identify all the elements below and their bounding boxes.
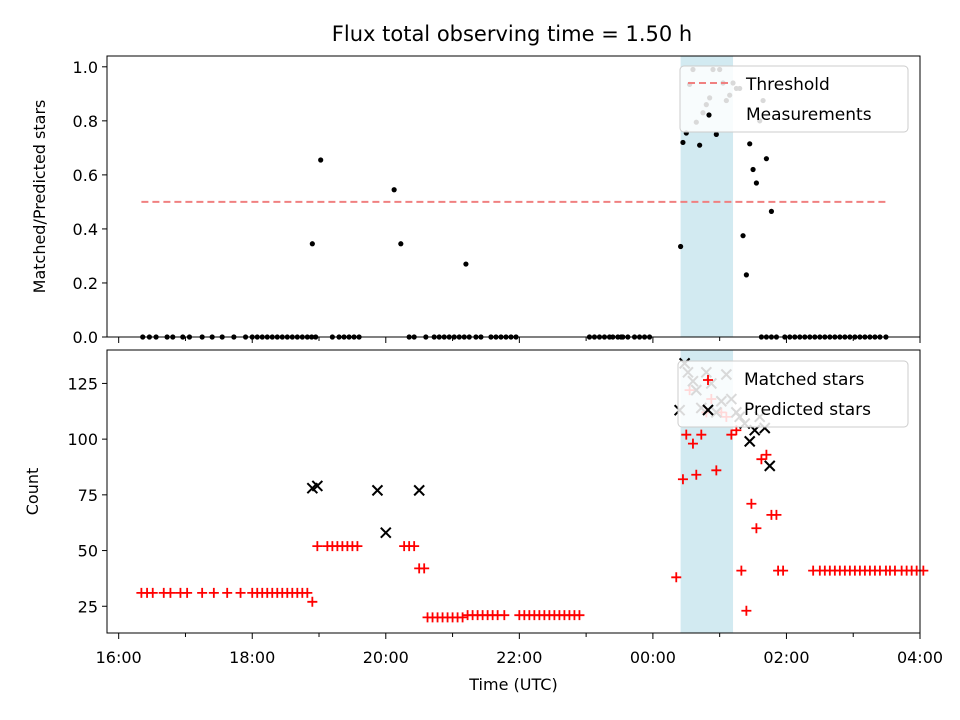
legend-box [679, 65, 909, 133]
matched-star-point [687, 438, 698, 449]
matched-star-point [736, 565, 747, 576]
y-tick-label: 0.4 [73, 220, 98, 239]
matched-star-point [147, 587, 158, 598]
axes-frame [106, 349, 921, 634]
matched-star-point [756, 454, 767, 465]
y-tick-label: 75 [78, 486, 98, 505]
data-point [743, 272, 749, 278]
y-tick-label: 100 [67, 430, 98, 449]
matched-star-point [307, 596, 318, 607]
matched-star-point [751, 523, 762, 534]
x-tick-label: 20:00 [363, 648, 409, 667]
matched-star-point [677, 474, 688, 485]
y-tick-label: 25 [78, 597, 98, 616]
matched-star-point [778, 565, 789, 576]
legend-threshold-label: Threshold [745, 75, 830, 95]
data-point [747, 141, 753, 147]
y-tick-label: 0.6 [73, 166, 98, 185]
axes-frame [106, 55, 921, 338]
predicted-star-point [413, 484, 425, 497]
predicted-star-point [311, 480, 324, 492]
x-tick-label: 00:00 [630, 648, 676, 667]
y-tick-label: 0.8 [73, 112, 98, 131]
chart-title: Flux total observing time = 1.50 h [332, 22, 692, 46]
matched-star-point [302, 587, 313, 598]
x-tick-label: 22:00 [496, 648, 542, 667]
matched-star-point [726, 429, 737, 440]
matched-star-point [499, 610, 510, 621]
x-tick-label: 02:00 [763, 648, 809, 667]
matched-star-point [312, 541, 323, 552]
data-point [768, 208, 775, 214]
data-point [398, 241, 404, 247]
top-panel: 0.0 0.2 0.4 0.6 0.8 1.0 Matched/Predicted star… [30, 55, 921, 347]
legend-matched-label: Matched stars [744, 370, 864, 390]
matched-star-point [574, 610, 585, 621]
y-tick-label: 1.0 [73, 58, 98, 77]
x-tick-label: 18:00 [229, 648, 275, 667]
matched-star-point [691, 469, 702, 480]
legend-matched-swatch [703, 375, 713, 385]
matched-star-point [761, 449, 772, 460]
matched-star-point [771, 509, 782, 520]
legend-measurements-label: Measurements [746, 105, 872, 125]
matched-star-point [671, 572, 682, 583]
data-point [740, 233, 746, 239]
data-point [753, 180, 759, 186]
y-tick-label: 50 [78, 542, 98, 561]
data-point [763, 156, 770, 162]
matched-star-point [182, 587, 193, 598]
legend: Matched stars Predicted stars [677, 360, 909, 428]
matched-star-point [208, 587, 219, 598]
legend-box [677, 360, 909, 428]
x-axis-label: Time (UTC) [468, 675, 557, 694]
data-point [680, 139, 686, 146]
matched-star-point [696, 429, 707, 440]
predicted-star-point [371, 484, 384, 497]
x-tick-label: 04:00 [897, 648, 943, 667]
matched-star-point [165, 587, 176, 598]
matched-star-point [746, 498, 757, 509]
bottom-panel: 25 50 75 100 125 16:00 18:00 20:00 22:00 00:00 02:… [23, 349, 943, 694]
matched-star-point [409, 541, 420, 552]
data-point [697, 142, 703, 148]
matched-star-point [681, 429, 692, 440]
matched-star-point [352, 541, 363, 552]
y-tick-label: 125 [67, 374, 98, 393]
predicted-star-point [744, 435, 756, 448]
matched-star-point [711, 465, 722, 476]
legend: Threshold Measurements [679, 65, 909, 133]
matched-star-point [457, 612, 468, 623]
matched-star-point [197, 587, 208, 598]
data-point [318, 157, 324, 163]
predicted-star-point [380, 527, 392, 539]
y-tick-label: 0.0 [73, 328, 98, 347]
y-axis-label: Count [23, 468, 42, 516]
matched-star-point [741, 605, 752, 616]
predicted-star-point [764, 460, 776, 472]
matched-star-point [235, 587, 246, 598]
x-tick-label: 16:00 [96, 648, 142, 667]
legend-predicted-swatch [702, 404, 714, 416]
y-axis-label: Matched/Predicted stars [30, 100, 49, 294]
data-point [463, 261, 469, 267]
data-point [750, 166, 756, 173]
y-tick-label: 0.2 [73, 274, 98, 293]
data-point [678, 243, 684, 250]
data-point [713, 131, 719, 137]
legend-measurements-swatch [706, 112, 712, 118]
matched-star-point [222, 587, 233, 598]
data-point [309, 241, 315, 247]
matched-star-point [419, 563, 430, 574]
data-point [391, 187, 397, 193]
legend-predicted-label: Predicted stars [744, 400, 871, 420]
